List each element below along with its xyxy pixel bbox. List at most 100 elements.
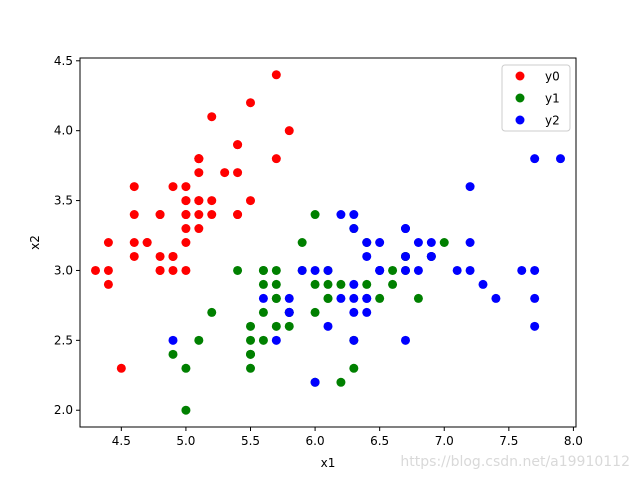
legend-label-y2: y2 bbox=[545, 114, 560, 128]
point-y2-21 bbox=[258, 293, 268, 303]
point-y0-36 bbox=[246, 196, 255, 206]
point-y2-22 bbox=[530, 293, 540, 303]
point-y1-46 bbox=[271, 279, 281, 289]
point-y2-2 bbox=[452, 265, 462, 275]
axes-frame bbox=[79, 57, 577, 428]
y-axis-ticks: 2.0 2.5 3.0 3.5 4.0 4.5 bbox=[54, 54, 80, 417]
point-y0-42 bbox=[103, 238, 113, 247]
x-tick-label-6: 7.5 bbox=[499, 434, 518, 448]
point-y0-38 bbox=[103, 265, 113, 275]
point-y0-30 bbox=[155, 251, 165, 261]
point-y0-21 bbox=[194, 168, 204, 178]
point-y2-41 bbox=[426, 251, 436, 261]
legend: y0 y1 y2 bbox=[501, 64, 571, 132]
point-y0-8 bbox=[103, 279, 113, 289]
point-y0-46 bbox=[194, 154, 204, 164]
point-y1-26 bbox=[413, 293, 423, 303]
point-y2-17 bbox=[530, 154, 540, 164]
point-y1-29 bbox=[271, 321, 281, 331]
point-y2-26 bbox=[336, 293, 346, 303]
point-y2-36 bbox=[349, 210, 359, 220]
point-y1-39 bbox=[246, 335, 255, 345]
point-y0-25 bbox=[181, 265, 191, 275]
point-y2-23 bbox=[349, 307, 359, 317]
point-y1-0 bbox=[439, 238, 449, 247]
legend-box bbox=[501, 64, 571, 132]
point-y0-23 bbox=[194, 224, 204, 234]
point-y0-16 bbox=[233, 140, 243, 150]
point-y1-45 bbox=[271, 265, 281, 275]
y-tick-label-3: 3.5 bbox=[54, 194, 73, 208]
point-y2-11 bbox=[362, 307, 372, 317]
point-y2-8 bbox=[401, 335, 410, 345]
point-y1-34 bbox=[233, 265, 243, 275]
point-y0-22 bbox=[129, 182, 139, 192]
point-y2-20 bbox=[426, 238, 436, 247]
point-y2-37 bbox=[362, 251, 372, 261]
point-y2-32 bbox=[362, 293, 372, 303]
point-y2-33 bbox=[349, 293, 359, 303]
point-y1-42 bbox=[284, 321, 294, 331]
point-y1-8 bbox=[388, 279, 398, 289]
point-y1-3 bbox=[246, 363, 255, 373]
x-tick-label-4: 6.5 bbox=[370, 434, 389, 448]
point-y1-13 bbox=[323, 279, 333, 289]
point-y0-4 bbox=[181, 182, 191, 192]
point-y1-38 bbox=[258, 265, 268, 275]
point-y2-38 bbox=[310, 265, 320, 275]
point-y2-13 bbox=[271, 335, 281, 345]
point-y2-42 bbox=[284, 307, 294, 317]
point-y2-46 bbox=[349, 335, 359, 345]
x-tick-label-5: 7.0 bbox=[435, 434, 454, 448]
x-tick-label-0: 4.5 bbox=[112, 434, 131, 448]
point-y1-23 bbox=[323, 293, 333, 303]
legend-marker-y0 bbox=[515, 71, 525, 81]
point-y1-33 bbox=[310, 307, 320, 317]
point-y2-3 bbox=[349, 279, 359, 289]
point-y1-49 bbox=[271, 293, 281, 303]
x-tick-label-3: 6.0 bbox=[306, 434, 325, 448]
y-tick-label-1: 2.5 bbox=[54, 333, 73, 347]
point-y2-10 bbox=[375, 238, 385, 247]
point-y2-31 bbox=[556, 154, 565, 164]
point-y2-6 bbox=[168, 335, 178, 345]
point-y1-4 bbox=[375, 293, 385, 303]
point-y0-34 bbox=[168, 251, 178, 261]
legend-label-y1: y1 bbox=[545, 92, 560, 106]
point-y2-44 bbox=[401, 224, 410, 234]
point-y1-43 bbox=[181, 363, 191, 373]
point-y1-40 bbox=[246, 321, 255, 331]
point-y1-44 bbox=[258, 307, 268, 317]
point-y0-47 bbox=[129, 238, 139, 247]
point-y0-43 bbox=[181, 196, 191, 206]
point-y0-32 bbox=[207, 112, 217, 122]
point-y1-25 bbox=[388, 265, 398, 275]
point-y1-14 bbox=[258, 279, 268, 289]
point-y0-31 bbox=[233, 210, 243, 220]
point-y0-13 bbox=[91, 265, 100, 275]
x-tick-label-1: 5.0 bbox=[176, 434, 195, 448]
point-y1-20 bbox=[297, 238, 307, 247]
point-y0-18 bbox=[271, 154, 281, 164]
y-tick-label-2: 3.0 bbox=[54, 263, 73, 277]
point-y2-7 bbox=[478, 279, 488, 289]
point-y0-27 bbox=[207, 196, 217, 206]
point-y0-17 bbox=[194, 196, 204, 206]
y-tick-label-5: 4.5 bbox=[54, 54, 73, 68]
point-y0-26 bbox=[181, 210, 191, 220]
point-y1-28 bbox=[310, 279, 320, 289]
point-y1-48 bbox=[194, 335, 204, 345]
point-y2-27 bbox=[323, 265, 333, 275]
point-y2-34 bbox=[323, 321, 333, 331]
y-axis-label: x2 bbox=[28, 235, 42, 250]
point-y2-14 bbox=[284, 293, 294, 303]
point-y2-0 bbox=[349, 224, 359, 234]
legend-marker-y2 bbox=[515, 115, 525, 125]
x-tick-label-7: 8.0 bbox=[564, 434, 583, 448]
point-y0-14 bbox=[284, 126, 294, 136]
point-y2-40 bbox=[401, 251, 410, 261]
point-y1-31 bbox=[246, 349, 255, 359]
point-y1-47 bbox=[336, 279, 346, 289]
point-y2-12 bbox=[413, 265, 423, 275]
